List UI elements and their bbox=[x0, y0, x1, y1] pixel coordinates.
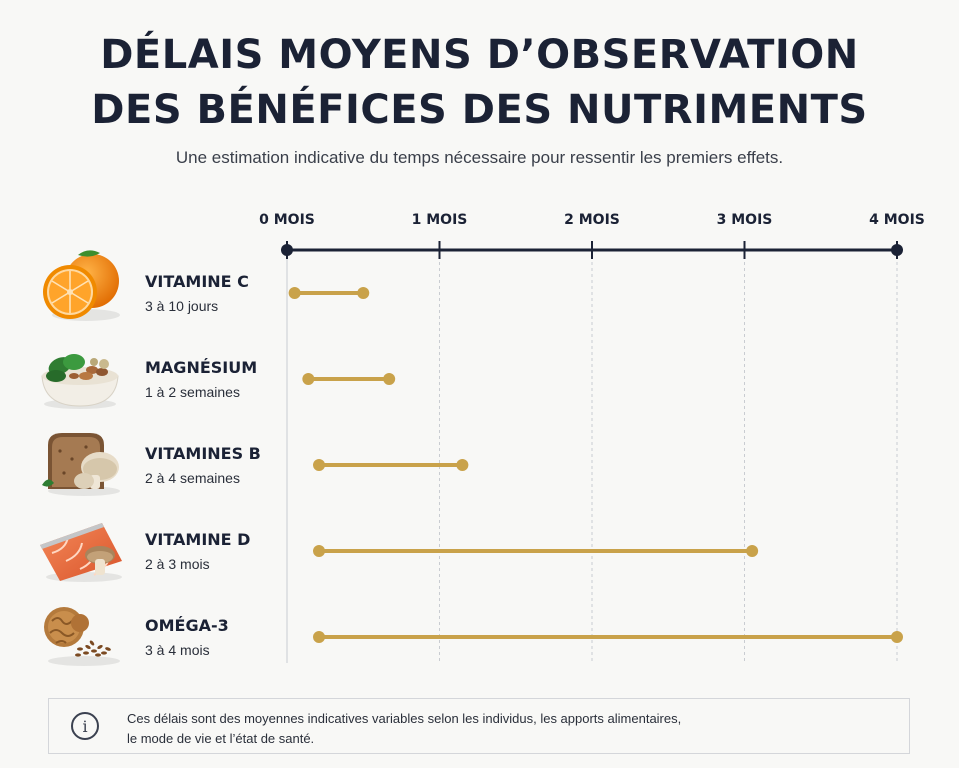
nutrient-name: VITAMINE D bbox=[145, 530, 250, 549]
food-icons bbox=[40, 250, 122, 666]
nutrient-name: VITAMINES B bbox=[145, 444, 261, 463]
nutrient-range-label: 1 à 2 semaines bbox=[145, 384, 240, 400]
range-start-point bbox=[288, 287, 301, 299]
x-tick-label: 0 MOIS bbox=[259, 212, 315, 228]
nutrient-range-label: 3 à 10 jours bbox=[145, 298, 218, 314]
range-end-point bbox=[456, 459, 469, 471]
nutrient-range-label: 3 à 4 mois bbox=[145, 642, 210, 658]
title-line-1: DÉLAIS MOYENS D’OBSERVATION bbox=[100, 32, 859, 78]
info-note-line-2: le mode de vie et l’état de santé. bbox=[127, 731, 315, 746]
chart-subtitle: Une estimation indicative du temps néces… bbox=[175, 148, 784, 167]
range-start-point bbox=[302, 373, 315, 385]
spinach-nuts-bowl-icon bbox=[41, 354, 119, 409]
info-note-text: Ces délais sont des moyennes indicatives… bbox=[127, 709, 747, 749]
salmon-mushroom-icon bbox=[40, 523, 122, 582]
x-axis: 0 MOIS 1 MOIS 2 MOIS 3 MOIS 4 MOIS bbox=[259, 212, 925, 259]
nutrient-name: MAGNÉSIUM bbox=[145, 358, 257, 377]
range-start-point bbox=[313, 631, 326, 643]
bread-mushroom-icon bbox=[42, 433, 120, 496]
info-icon: i bbox=[71, 712, 99, 740]
x-axis-end-dot bbox=[891, 244, 903, 256]
range-end-point bbox=[357, 287, 370, 299]
x-tick-label: 3 MOIS bbox=[717, 212, 773, 228]
x-tick-label: 4 MOIS bbox=[869, 212, 925, 228]
range-start-point bbox=[313, 459, 326, 471]
x-tick-label: 1 MOIS bbox=[412, 212, 468, 228]
nutrient-row: VITAMINES B 2 à 4 semaines bbox=[145, 444, 469, 486]
nutrient-row: OMÉGA-3 3 à 4 mois bbox=[145, 616, 903, 658]
grid-layer bbox=[286, 250, 898, 663]
nutrient-name: VITAMINE C bbox=[145, 272, 249, 291]
nutrient-range-label: 2 à 4 semaines bbox=[145, 470, 240, 486]
x-tick-label: 2 MOIS bbox=[564, 212, 620, 228]
nutrient-row: MAGNÉSIUM 1 à 2 semaines bbox=[145, 358, 396, 400]
nutrient-row: VITAMINE D 2 à 3 mois bbox=[145, 530, 759, 572]
chart-title: DÉLAIS MOYENS D’OBSERVATION DES BÉNÉFICE… bbox=[0, 28, 959, 138]
rows-layer: VITAMINE C 3 à 10 jours MAGNÉSIUM 1 à 2 sem… bbox=[145, 272, 903, 658]
range-bar-chart: 0 MOIS 1 MOIS 2 MOIS 3 MOIS 4 MOIS bbox=[40, 212, 925, 666]
info-note: i Ces délais sont des moyennes indicativ… bbox=[48, 698, 910, 754]
nutrient-row: VITAMINE C 3 à 10 jours bbox=[145, 272, 370, 314]
orange-icon bbox=[43, 250, 120, 321]
title-line-2: DES BÉNÉFICES DES NUTRIMENTS bbox=[91, 87, 868, 133]
range-end-point bbox=[383, 373, 396, 385]
range-start-point bbox=[313, 545, 326, 557]
info-note-line-1: Ces délais sont des moyennes indicatives… bbox=[127, 711, 682, 726]
x-axis-start-dot bbox=[281, 244, 293, 256]
nutrient-name: OMÉGA-3 bbox=[145, 616, 229, 635]
range-end-point bbox=[891, 631, 903, 643]
walnut-flaxseed-icon bbox=[44, 607, 120, 666]
range-end-point bbox=[746, 545, 759, 557]
nutrient-range-label: 2 à 3 mois bbox=[145, 556, 210, 572]
